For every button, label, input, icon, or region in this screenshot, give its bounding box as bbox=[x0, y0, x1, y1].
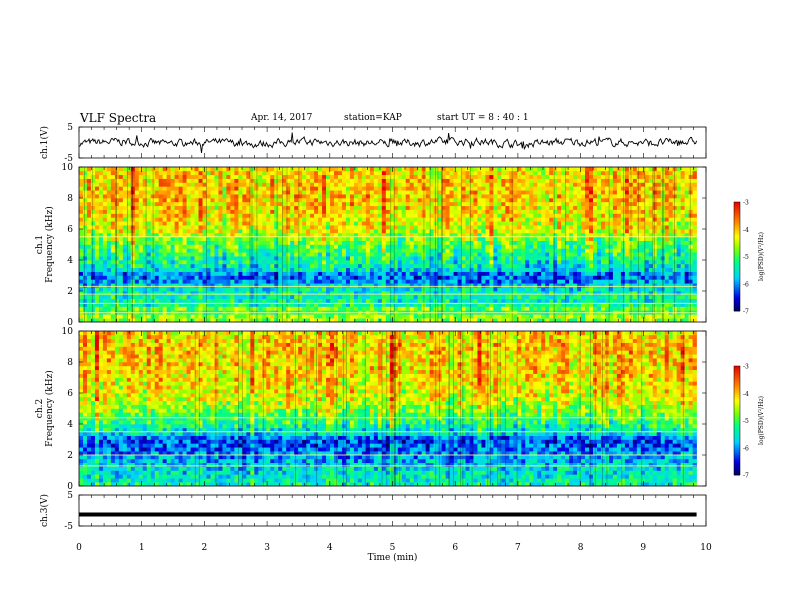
y-label-spectrogram-ch2: ch.2 Frequency (kHz) bbox=[35, 370, 55, 447]
x-axis-ticks-0 bbox=[78, 127, 707, 158]
colorbar-tick-label: -5 bbox=[743, 418, 749, 425]
colorbar-tick-label: -7 bbox=[743, 309, 749, 316]
y-axis-label: ch.3(V) bbox=[39, 494, 50, 527]
colorbar-ch1: -3 -4 -5 -6 -7 log(PSD)(V²/Hz) bbox=[733, 200, 765, 316]
x-tick-label: 0 bbox=[76, 543, 82, 553]
station-label: station=KAP bbox=[344, 113, 402, 123]
spectrogram-ch2 bbox=[79, 331, 706, 487]
colorbar-label: log(PSD)(V²/Hz) bbox=[758, 396, 765, 445]
x-tick-label: 6 bbox=[452, 543, 458, 553]
y-tick-label: 10 bbox=[62, 163, 74, 173]
y-tick-label: 5 bbox=[67, 123, 73, 133]
x-tick-label: 10 bbox=[700, 543, 712, 553]
x-tick-label: 5 bbox=[390, 543, 396, 553]
colorbar-tick-label: -5 bbox=[743, 254, 749, 261]
colorbar-tick-label: -4 bbox=[743, 391, 749, 398]
x-axis-ticks-1 bbox=[78, 167, 707, 322]
y-axis-label: Frequency (kHz) bbox=[44, 206, 55, 283]
y-label-ch3: ch.3(V) bbox=[39, 494, 50, 527]
start-time-label: start UT = 8 : 40 : 1 bbox=[437, 113, 529, 123]
colorbar-label: log(PSD)(V²/Hz) bbox=[758, 232, 765, 281]
y-axis-label: Frequency (kHz) bbox=[44, 370, 55, 447]
x-tick-label: 3 bbox=[264, 543, 270, 553]
y-tick-label: -5 bbox=[64, 154, 73, 164]
y-tick-label: 2 bbox=[67, 451, 73, 461]
colorbar-tick-label: -3 bbox=[743, 200, 749, 207]
spectrogram-ch1 bbox=[79, 167, 706, 323]
y-tick-label: 10 bbox=[62, 327, 74, 337]
y-tick-label: 0 bbox=[67, 482, 73, 492]
panel-frame-ch3-waveform bbox=[78, 494, 707, 527]
date-label: Apr. 14, 2017 bbox=[251, 113, 313, 123]
y-tick-label: 2 bbox=[67, 287, 73, 297]
y-axis-label: ch.1(V) bbox=[39, 126, 50, 159]
y-label-spectrogram-ch1: ch.1 Frequency (kHz) bbox=[35, 206, 55, 283]
colorbar-tick-label: -6 bbox=[743, 281, 749, 288]
x-tick-label: 9 bbox=[640, 543, 646, 553]
y-tick-label: 4 bbox=[67, 420, 73, 430]
x-tick-label: 8 bbox=[578, 543, 584, 553]
colorbar-frame bbox=[733, 201, 741, 312]
x-axis-ticks-2 bbox=[78, 331, 707, 486]
x-axis-title: Time (min) bbox=[368, 552, 418, 563]
colorbar-tick-label: -7 bbox=[743, 473, 749, 480]
colorbar-frame bbox=[733, 365, 741, 476]
colorbar-ch2: -3 -4 -5 -6 -7 log(PSD)(V²/Hz) bbox=[733, 364, 765, 480]
x-tick-label: 1 bbox=[139, 543, 145, 553]
colorbar-tick-label: -4 bbox=[743, 227, 749, 234]
x-tick-label: 2 bbox=[202, 543, 208, 553]
chart-title: VLF Spectra bbox=[80, 111, 157, 125]
y-axis-label: ch.1 bbox=[35, 235, 45, 254]
y-tick-label: 5 bbox=[67, 491, 73, 501]
y-tick-label: -5 bbox=[64, 522, 73, 532]
y-tick-label: 8 bbox=[67, 194, 73, 204]
y-tick-label: 6 bbox=[67, 225, 73, 235]
colorbar-tick-label: -3 bbox=[743, 364, 749, 371]
x-tick-label: 4 bbox=[327, 543, 333, 553]
y-tick-label: 8 bbox=[67, 358, 73, 368]
colorbar-tick-label: -6 bbox=[743, 445, 749, 452]
ch1-trace bbox=[78, 132, 698, 153]
y-tick-label: 0 bbox=[67, 318, 73, 328]
x-axis-ticks-3: 0 1 2 3 4 5 6 7 8 9 10 bbox=[76, 495, 712, 553]
x-tick-label: 7 bbox=[515, 543, 521, 553]
y-label-ch1: ch.1(V) bbox=[39, 126, 50, 159]
y-tick-label: 6 bbox=[67, 389, 73, 399]
y-tick-label: 4 bbox=[67, 256, 73, 266]
y-axis-label: ch.2 bbox=[35, 399, 45, 418]
